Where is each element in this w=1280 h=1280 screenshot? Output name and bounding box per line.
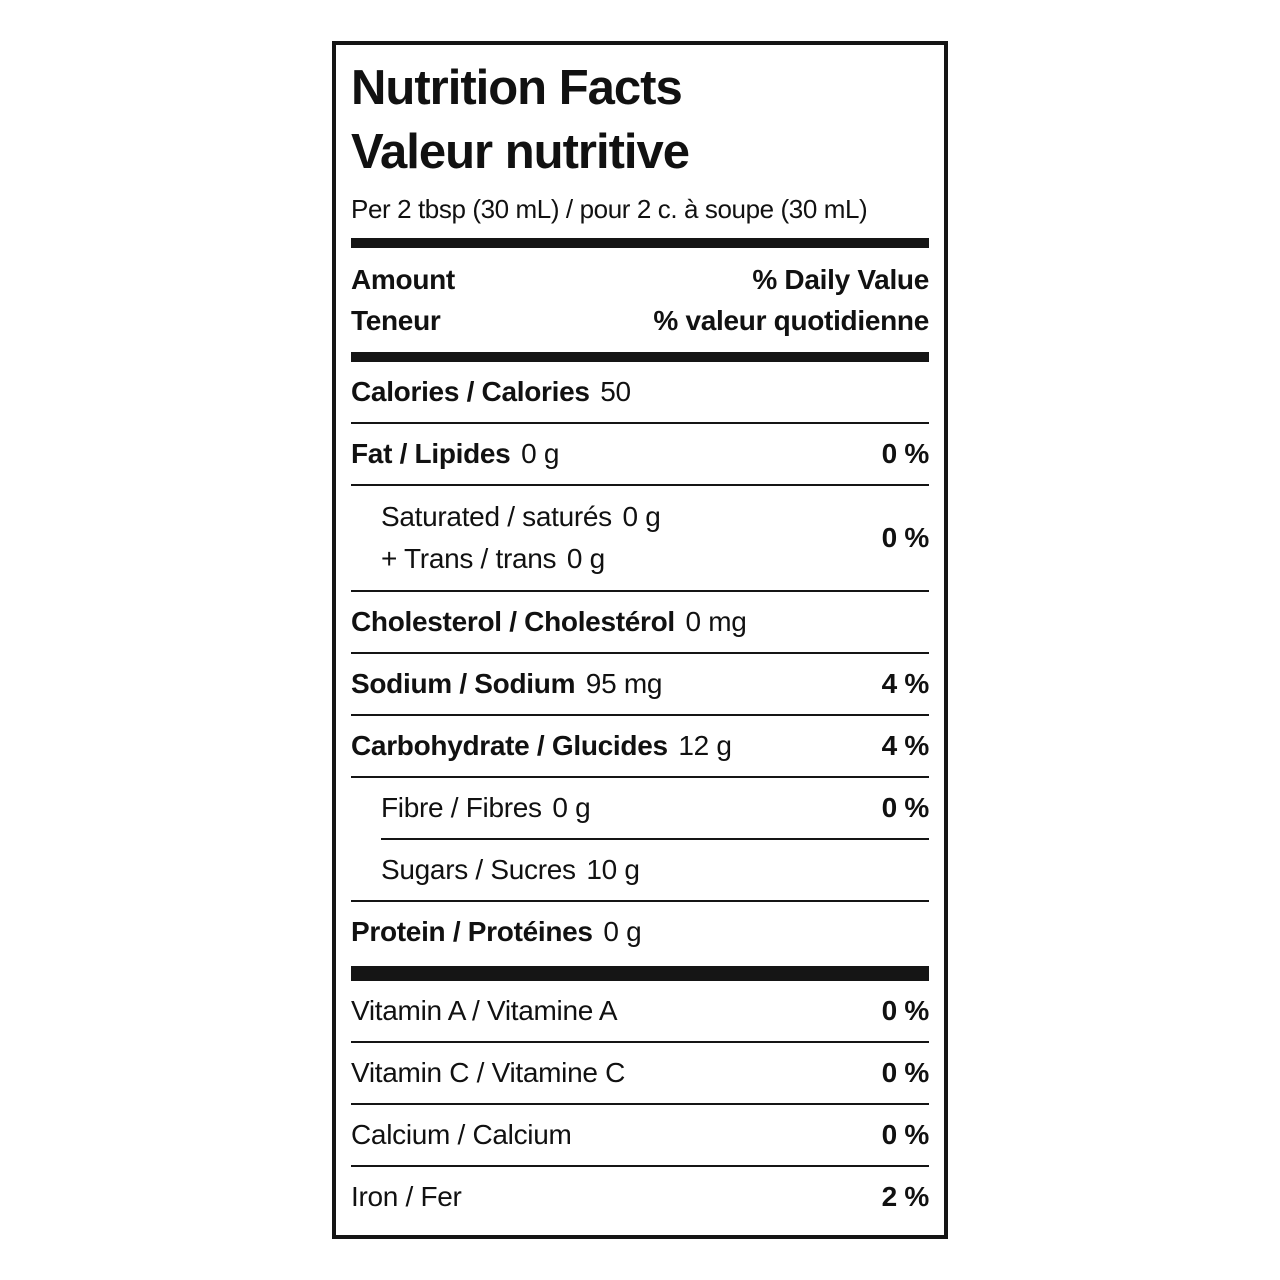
trans-name: + Trans / trans — [381, 542, 557, 574]
calories-label: Calories / Calories 50 — [351, 376, 631, 408]
fibre-name: Fibre / Fibres — [381, 791, 542, 823]
separator-indented — [381, 837, 929, 840]
sodium-label: Sodium / Sodium 95 mg — [351, 668, 662, 700]
amount-header-fr: Teneur — [351, 305, 441, 337]
carbohydrate-label: Carbohydrate / Glucides 12 g — [351, 730, 732, 762]
trans-amount: 0 g — [566, 542, 605, 574]
column-headers: Amount % Daily Value Teneur % valeur quo… — [351, 256, 929, 343]
trans-line: + Trans / trans 0 g — [381, 538, 661, 580]
separator — [351, 421, 929, 424]
protein-amount: 0 g — [603, 915, 642, 947]
daily-value-header-en: % Daily Value — [752, 264, 929, 296]
sugars-label: Sugars / Sucres 10 g — [351, 854, 640, 886]
calcium-daily-value: 0 % — [881, 1118, 930, 1150]
cholesterol-amount: 0 mg — [685, 605, 747, 637]
separator — [351, 1040, 929, 1043]
sugars-name: Sugars / Sucres — [381, 853, 576, 885]
amount-header-en: Amount — [351, 264, 455, 296]
thick-rule-before-vitamins — [351, 965, 929, 981]
row-fibre: Fibre / Fibres 0 g 0 % — [351, 778, 929, 838]
label-title-en: Nutrition Facts — [351, 61, 683, 116]
calories-amount: 50 — [600, 375, 631, 407]
row-calories: Calories / Calories 50 — [351, 362, 929, 422]
serving-size-line: Per 2 tbsp (30 mL) / pour 2 c. à soupe (… — [351, 193, 868, 224]
fibre-label: Fibre / Fibres 0 g — [351, 791, 591, 824]
row-vitamin-c: Vitamin C / Vitamine C 0 % — [351, 1043, 929, 1103]
protein-name: Protein / Protéines — [351, 915, 593, 947]
separator — [351, 589, 929, 592]
separator — [351, 713, 929, 716]
saturated-name: Saturated / saturés — [381, 500, 612, 532]
separator — [351, 1102, 929, 1105]
iron-daily-value: 2 % — [881, 1180, 930, 1212]
carbohydrate-daily-value: 4 % — [881, 729, 930, 761]
separator — [351, 899, 929, 902]
vitamin-a-name: Vitamin A / Vitamine A — [351, 994, 618, 1026]
fibre-amount: 0 g — [552, 791, 591, 823]
carbohydrate-amount: 12 g — [678, 729, 732, 761]
saturated-amount: 0 g — [622, 500, 661, 532]
sugars-amount: 10 g — [586, 853, 640, 885]
calcium-name: Calcium / Calcium — [351, 1118, 572, 1150]
daily-value-header-fr: % valeur quotidienne — [653, 305, 929, 337]
saturated-line: Saturated / saturés 0 g — [381, 496, 661, 538]
fibre-daily-value: 0 % — [881, 791, 930, 823]
row-carbohydrate: Carbohydrate / Glucides 12 g 4 % — [351, 716, 929, 776]
row-sodium: Sodium / Sodium 95 mg 4 % — [351, 654, 929, 714]
nutrition-facts-label: Nutrition Facts Valeur nutritive Per 2 t… — [332, 41, 948, 1239]
calories-name: Calories / Calories — [351, 375, 590, 407]
fat-amount: 0 g — [521, 437, 560, 469]
thick-rule-after-headers — [351, 351, 929, 362]
separator — [351, 483, 929, 486]
column-header-row-en: Amount % Daily Value — [351, 260, 929, 301]
iron-name: Iron / Fer — [351, 1180, 462, 1212]
vitamin-a-daily-value: 0 % — [881, 994, 930, 1026]
carbohydrate-name: Carbohydrate / Glucides — [351, 729, 668, 761]
row-protein: Protein / Protéines 0 g — [351, 902, 929, 962]
sodium-amount: 95 mg — [585, 667, 663, 699]
row-cholesterol: Cholesterol / Cholestérol 0 mg — [351, 592, 929, 652]
vitamin-a-label: Vitamin A / Vitamine A — [351, 994, 618, 1027]
cholesterol-name: Cholesterol / Cholestérol — [351, 605, 675, 637]
separator — [351, 651, 929, 654]
row-saturated-trans: Saturated / saturés 0 g + Trans / trans 0 … — [351, 486, 929, 590]
saturated-trans-label: Saturated / saturés 0 g + Trans / trans 0 … — [351, 496, 661, 580]
column-header-row-fr: Teneur % valeur quotidienne — [351, 301, 929, 342]
label-title-fr: Valeur nutritive — [351, 125, 690, 179]
fat-label: Fat / Lipides 0 g — [351, 438, 559, 470]
vitamin-c-name: Vitamin C / Vitamine C — [351, 1056, 626, 1088]
vitamin-c-label: Vitamin C / Vitamine C — [351, 1057, 625, 1089]
saturated-trans-daily-value: 0 % — [881, 521, 930, 553]
row-calcium: Calcium / Calcium 0 % — [351, 1105, 929, 1165]
fat-daily-value: 0 % — [881, 437, 930, 469]
row-vitamin-a: Vitamin A / Vitamine A 0 % — [351, 981, 929, 1041]
sodium-daily-value: 4 % — [881, 667, 930, 699]
cholesterol-label: Cholesterol / Cholestérol 0 mg — [351, 606, 747, 638]
separator — [351, 1164, 929, 1167]
protein-label: Protein / Protéines 0 g — [351, 915, 642, 948]
separator — [351, 775, 929, 778]
row-iron: Iron / Fer 2 % — [351, 1167, 929, 1227]
thick-rule-top — [351, 238, 929, 249]
fat-name: Fat / Lipides — [351, 437, 511, 469]
row-sugars: Sugars / Sucres 10 g — [351, 840, 929, 900]
row-fat: Fat / Lipides 0 g 0 % — [351, 424, 929, 484]
calcium-label: Calcium / Calcium — [351, 1119, 572, 1151]
vitamin-c-daily-value: 0 % — [881, 1056, 930, 1088]
sodium-name: Sodium / Sodium — [351, 667, 576, 699]
iron-label: Iron / Fer — [351, 1181, 462, 1213]
